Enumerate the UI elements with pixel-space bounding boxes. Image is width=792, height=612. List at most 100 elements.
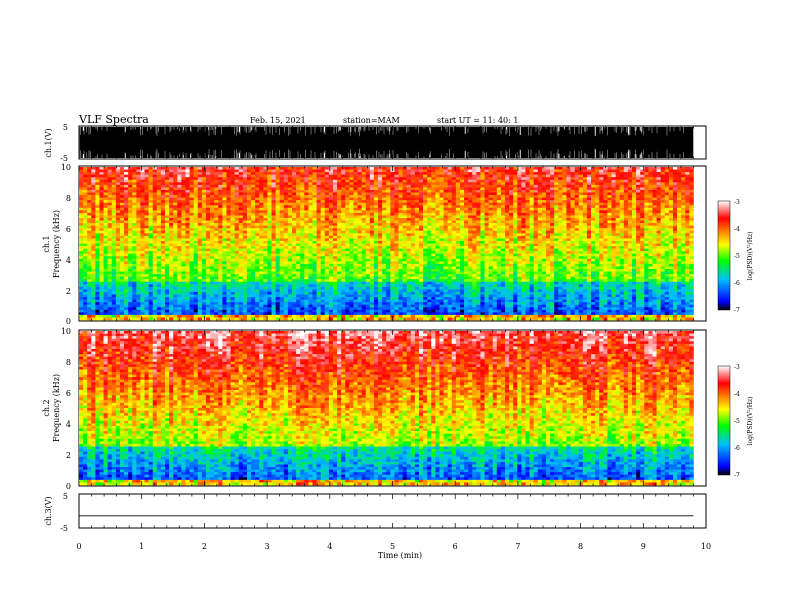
ch1-spectrogram-cell [222,243,227,247]
ch1-spectrogram-cell [140,269,145,272]
ch1-spectrogram-cell [246,284,252,288]
ch1-spectrogram-cell [361,195,367,198]
ch1-spectrogram-cell [316,235,321,239]
ch1-spectrogram-cell [271,167,276,170]
ch1-spectrogram-cell [320,317,326,321]
ch1-spectrogram-cell [238,212,244,216]
ch1-spectrogram-cell [246,238,252,242]
ch1-spectrogram-cell [189,302,194,305]
ch1-spectrogram-cell [234,289,240,293]
ch1-spectrogram-cell [406,207,412,211]
ch1-spectrogram-cell [185,286,190,290]
ch1-spectrogram-cell [238,197,244,201]
ch1-spectrogram-cell [144,172,149,175]
ch1-spectrogram-cell [87,172,92,175]
ch1-spectrogram-cell [218,276,223,280]
ch1-spectrogram-cell [267,210,272,214]
ch1-spectrogram-cell [394,218,399,221]
ch1-spectrogram-cell [181,294,186,298]
ch1-spectrogram-cell [251,253,256,257]
ch1-spectrogram-cell [341,179,346,183]
ch1-spectrogram-cell [87,258,92,262]
ch1-spectrogram-cell [83,261,88,265]
ch1-spectrogram-cell [173,281,178,285]
ch1-spectrogram-cell [79,197,84,201]
ch1-spectrogram-cell [337,228,342,232]
ch1-spectrogram-cell [226,238,231,242]
ch1-spectrogram-cell [316,205,321,209]
ch1-spectrogram-cell [378,179,383,183]
ch1-spectrogram-cell [214,279,219,283]
ch1-spectrogram-cell [357,192,362,196]
ch1-spectrogram-cell [251,187,256,191]
ch1-spectrogram-cell [148,230,154,234]
ch1-spectrogram-cell [132,240,137,244]
ch1-spectrogram-cell [406,172,412,175]
ch1-spectrogram-cell [128,289,133,293]
ch1-spectrogram-cell [308,205,313,209]
ch1-spectrogram-cell [296,307,301,311]
ch1-spectrogram-cell [341,172,346,175]
ch1-spectrogram-cell [320,238,326,242]
ch1-spectrogram-cell [214,312,219,316]
ch1-spectrogram-cell [152,220,158,224]
ch1-spectrogram-cell [316,263,321,267]
ch1-spectrogram-cell [406,258,412,262]
ch1-spectrogram-cell [156,174,162,178]
ch1-spectrogram-cell [300,225,305,229]
ch1-spectrogram-cell [390,212,395,216]
ch1-spectrogram-cell [373,279,379,283]
ch1-spectrogram-cell [177,233,182,237]
ch1-spectrogram-cell [119,187,125,191]
ch1-spectrogram-cell [222,195,227,198]
ch1-spectrogram-cell [210,261,215,265]
ch1-spectrogram-cell [386,258,391,262]
ch1-spectrogram-cell [275,258,281,262]
ch1-spectrogram-cell [296,314,301,318]
ch1-spectrogram-cell [136,251,141,254]
ch1-spectrogram-cell [197,274,203,277]
ch1-spectrogram-cell [337,235,342,239]
ch1-spectrogram-cell [304,184,309,188]
ch1-spectrogram-cell [402,189,408,193]
ch1-spectrogram-cell [328,291,334,295]
ch1-spectrogram-cell [197,182,203,186]
ch1-spectrogram-cell [230,177,235,181]
ch1-spectrogram-cell [349,169,354,173]
ch1-spectrogram-cell [218,207,223,211]
ch1-spectrogram-cell [255,197,260,201]
ch1-spectrogram-cell [242,281,248,285]
ch1-spectrogram-cell [390,281,395,285]
ch1-spectrogram-cell [361,205,367,209]
ch1-spectrogram-cell [386,223,391,226]
ch1-spectrogram-cell [337,189,342,193]
ch1-spectrogram-cell [197,304,203,308]
ch1-spectrogram-cell [287,286,293,290]
ch1-spectrogram-cell [410,225,416,229]
ch1-spectrogram-cell [83,228,88,232]
ch1-spectrogram-cell [185,218,190,221]
ch1-spectrogram-cell [169,246,174,249]
ch1-spectrogram-cell [357,200,362,203]
ch1-spectrogram-cell [300,263,305,267]
ch1-spectrogram-cell [226,279,231,283]
ch1-spectrogram-cell [300,238,305,242]
ch1-spectrogram-cell [263,243,268,247]
ch1-spectrogram-cell [197,263,203,267]
ch1-spectrogram-cell [251,225,256,229]
ch1-ytick-bottom: -5 [60,154,68,163]
ch1-spectrogram-cell [414,279,420,283]
ch1-spectrogram-cell [398,235,403,239]
ch1-spectrogram-cell [136,258,141,262]
ch1-spectrogram-cell [275,218,281,221]
ch1-spectrogram-cell [283,189,289,193]
ch1-spectrogram-cell [91,253,96,257]
ch1-spectrogram-cell [169,215,174,219]
ch1-spectrogram-cell [177,281,182,285]
ch1-spectrogram-cell [267,220,272,224]
ch1-spectrogram-cell [128,195,133,198]
ch1-spectrogram-cell [189,177,194,181]
ch1-spectrogram-cell [328,276,334,280]
ch1-spectrogram-cell [185,299,190,303]
ch1-spectrogram-cell [320,246,326,249]
